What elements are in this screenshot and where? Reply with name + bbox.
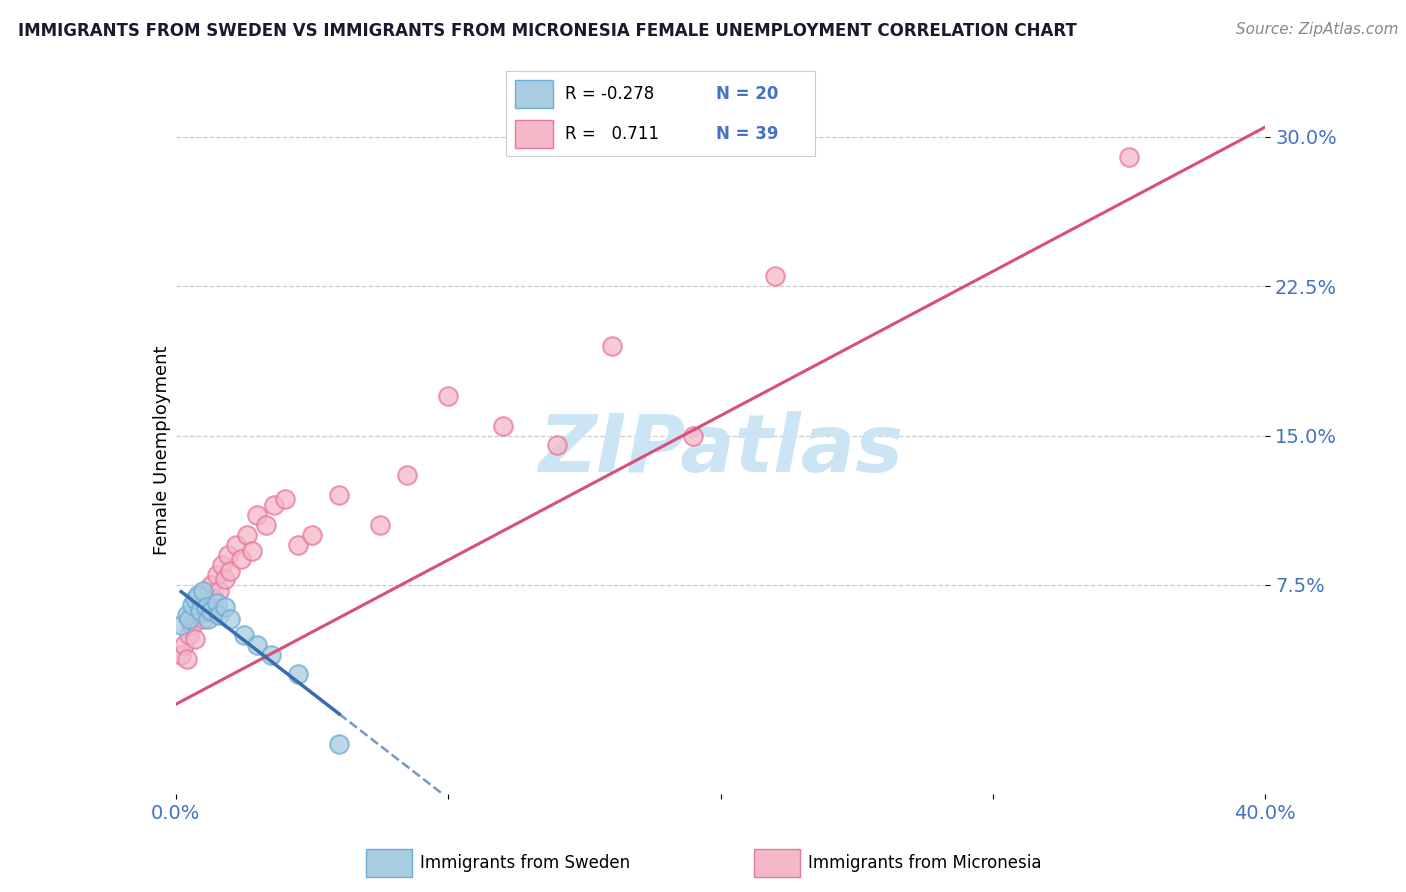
Text: N = 39: N = 39: [717, 125, 779, 143]
Point: [176, 651, 198, 665]
Text: Source: ZipAtlas.com: Source: ZipAtlas.com: [1236, 22, 1399, 37]
Text: R =   0.711: R = 0.711: [565, 125, 659, 143]
Point: [211, 558, 233, 572]
Point: [200, 578, 222, 592]
Point: [181, 617, 204, 632]
Y-axis label: Female Unemployment: Female Unemployment: [153, 346, 172, 555]
Point: [240, 544, 263, 558]
Point: [181, 598, 204, 612]
FancyBboxPatch shape: [754, 849, 800, 877]
Point: [254, 518, 277, 533]
Point: [219, 612, 242, 626]
Point: [188, 598, 211, 612]
Point: [231, 552, 253, 566]
Point: [328, 737, 350, 751]
Point: [202, 591, 225, 606]
Point: [208, 583, 231, 598]
Point: [170, 617, 193, 632]
FancyBboxPatch shape: [516, 120, 553, 147]
Point: [186, 588, 209, 602]
Point: [184, 632, 207, 646]
Point: [232, 627, 254, 641]
Point: [205, 596, 228, 610]
Point: [179, 612, 201, 626]
Point: [197, 604, 219, 618]
Point: [396, 468, 419, 483]
Text: Immigrants from Micronesia: Immigrants from Micronesia: [808, 854, 1042, 872]
Point: [173, 638, 195, 652]
FancyBboxPatch shape: [516, 80, 553, 108]
Point: [682, 428, 704, 442]
Point: [176, 607, 198, 622]
Point: [1118, 150, 1140, 164]
Text: ZIPatlas: ZIPatlas: [538, 411, 903, 490]
Point: [214, 599, 236, 614]
Point: [492, 418, 515, 433]
Point: [214, 572, 236, 586]
Point: [200, 604, 222, 618]
Text: N = 20: N = 20: [717, 86, 779, 103]
Text: Immigrants from Sweden: Immigrants from Sweden: [420, 854, 630, 872]
Point: [179, 627, 201, 641]
Point: [287, 538, 309, 552]
Point: [184, 591, 207, 606]
Point: [263, 498, 285, 512]
Point: [274, 492, 297, 507]
Point: [763, 269, 786, 284]
Point: [328, 488, 350, 502]
Point: [219, 564, 242, 578]
Point: [186, 607, 209, 622]
Text: R = -0.278: R = -0.278: [565, 86, 654, 103]
Point: [368, 518, 391, 533]
Point: [205, 567, 228, 582]
Point: [260, 648, 283, 662]
Point: [188, 604, 211, 618]
Point: [191, 612, 214, 626]
Point: [197, 612, 219, 626]
Point: [437, 389, 460, 403]
Point: [600, 339, 623, 353]
Point: [235, 528, 257, 542]
Point: [191, 583, 214, 598]
FancyBboxPatch shape: [366, 849, 412, 877]
Point: [170, 648, 193, 662]
Point: [208, 607, 231, 622]
Point: [546, 438, 568, 452]
Point: [287, 667, 309, 681]
Point: [194, 599, 217, 614]
Point: [225, 538, 247, 552]
Point: [246, 508, 269, 523]
Point: [194, 588, 217, 602]
Point: [217, 548, 239, 562]
Point: [301, 528, 323, 542]
Text: IMMIGRANTS FROM SWEDEN VS IMMIGRANTS FROM MICRONESIA FEMALE UNEMPLOYMENT CORRELA: IMMIGRANTS FROM SWEDEN VS IMMIGRANTS FRO…: [18, 22, 1077, 40]
Point: [246, 638, 269, 652]
